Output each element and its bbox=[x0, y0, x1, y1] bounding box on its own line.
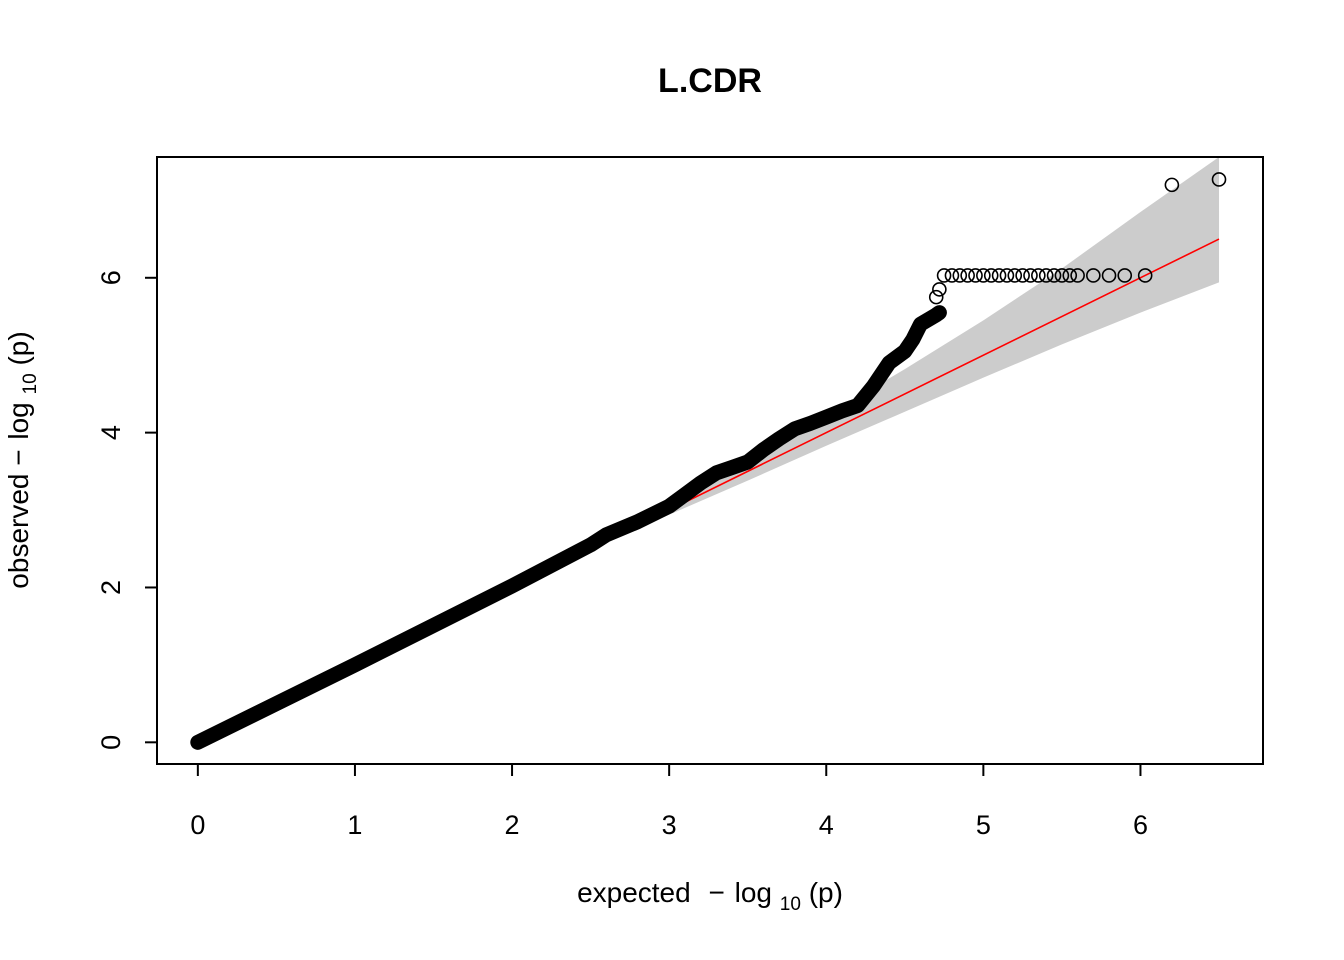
x-axis-label-base: 10 bbox=[780, 894, 801, 915]
x-axis-label-minus: − bbox=[708, 877, 724, 908]
x-tick-label: 1 bbox=[347, 810, 362, 840]
y-axis-label-minus: − bbox=[3, 449, 34, 465]
data-point bbox=[983, 268, 999, 283]
x-axis-label-log: log bbox=[735, 877, 772, 908]
data-point bbox=[1137, 268, 1153, 283]
data-point bbox=[1062, 268, 1078, 283]
data-point bbox=[1164, 177, 1180, 193]
data-point bbox=[1031, 268, 1046, 283]
data-point bbox=[1086, 268, 1101, 283]
observed-points bbox=[928, 172, 1227, 305]
x-axis-label-arg: (p) bbox=[809, 877, 843, 908]
data-point bbox=[1007, 268, 1023, 283]
x-axis: 0 1 2 3 4 5 6 bbox=[190, 763, 1148, 840]
x-tick-label: 5 bbox=[976, 810, 991, 840]
chart-title: L.CDR bbox=[658, 62, 762, 100]
y-axis-label-log: log bbox=[3, 402, 34, 439]
y-axis-label: observed − log 10 (p) bbox=[3, 331, 42, 588]
data-point bbox=[1211, 172, 1227, 187]
data-point bbox=[1054, 268, 1070, 283]
y-axis-label-prefix: observed bbox=[3, 474, 34, 589]
data-point bbox=[1070, 268, 1085, 283]
x-axis-label-prefix: expected bbox=[577, 877, 691, 908]
data-point bbox=[944, 268, 960, 283]
data-point bbox=[999, 268, 1015, 283]
data-point bbox=[1117, 268, 1133, 283]
observed-quantile-curve bbox=[190, 305, 947, 750]
data-point bbox=[1101, 268, 1117, 283]
y-tick-label: 0 bbox=[96, 735, 126, 750]
data-point bbox=[928, 289, 944, 305]
y-tick-label: 2 bbox=[96, 580, 126, 595]
data-point bbox=[968, 268, 983, 283]
data-point bbox=[936, 268, 952, 283]
y-axis-label-arg: (p) bbox=[3, 331, 34, 365]
data-point bbox=[932, 282, 947, 297]
x-tick-label: 6 bbox=[1133, 810, 1148, 840]
observed-quantiles bbox=[190, 305, 947, 750]
x-axis-label: expected − log 10 (p) bbox=[577, 877, 843, 916]
y-axis-label-base: 10 bbox=[20, 373, 41, 394]
data-point bbox=[960, 268, 975, 283]
data-point bbox=[1046, 268, 1062, 283]
y-tick-label: 4 bbox=[96, 425, 126, 440]
y-tick-label: 6 bbox=[96, 270, 126, 285]
data-point bbox=[952, 268, 968, 283]
data-point bbox=[976, 268, 991, 283]
x-tick-label: 0 bbox=[190, 810, 205, 840]
x-tick-label: 4 bbox=[819, 810, 834, 840]
data-point bbox=[991, 268, 1007, 283]
x-tick-label: 2 bbox=[505, 810, 520, 840]
data-point bbox=[1015, 268, 1030, 283]
y-axis: 0 2 4 6 bbox=[96, 270, 158, 750]
data-point bbox=[1023, 268, 1038, 283]
data-point bbox=[1038, 268, 1054, 283]
x-tick-label: 3 bbox=[662, 810, 677, 840]
